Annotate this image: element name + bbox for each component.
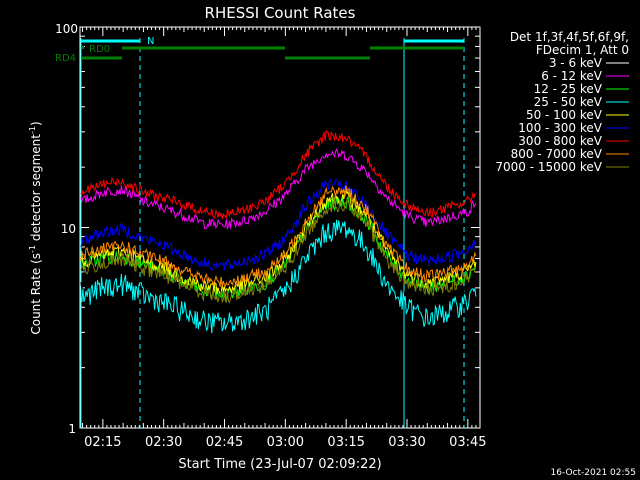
rd0-label: RD0	[89, 44, 110, 55]
series-line	[80, 219, 477, 334]
y-tick-label-100: 100	[55, 22, 78, 36]
legend-entry-label: 300 - 800 keV	[518, 134, 602, 148]
legend-entry-label: 25 - 50 keV	[534, 95, 603, 109]
x-axis-label: Start Time (23-Jul-07 02:09:22)	[178, 457, 381, 472]
x-tick-label: 03:00	[267, 435, 304, 450]
legend-entry-label: 100 - 300 keV	[518, 121, 602, 135]
x-tick-label: 03:45	[449, 435, 486, 450]
x-tick-label: 02:30	[145, 435, 182, 450]
x-tick-label: 02:15	[84, 435, 121, 450]
x-tick-label: 02:45	[206, 435, 243, 450]
n-label: N	[147, 36, 154, 47]
x-tick-label: 03:15	[327, 435, 364, 450]
series-line	[80, 211, 477, 334]
legend-entry-label: 50 - 100 keV	[526, 108, 603, 122]
legend-entry-label: 3 - 6 keV	[549, 56, 603, 70]
y-tick-label-1: 1	[68, 422, 76, 436]
rd0-marker	[81, 46, 84, 49]
legend-entry-label: 7000 - 15000 keV	[495, 160, 602, 174]
legend-header-2: FDecim 1, Att 0	[536, 43, 629, 57]
timestamp: 16-Oct-2021 02:55	[551, 468, 636, 478]
green-bars	[81, 46, 464, 60]
x-ticks: 02:15 02:30 02:45 03:00 03:15 03:30 03:45	[82, 27, 487, 450]
series-layer	[80, 130, 477, 334]
y-axis-label: Count Rate (s-1 detector segment-1)	[28, 121, 43, 334]
series-line	[80, 190, 477, 296]
legend-entry-label: 800 - 7000 keV	[511, 147, 603, 161]
series-line	[80, 198, 476, 304]
rd4-label: RD4	[55, 53, 76, 64]
legend-entry-label: 12 - 25 keV	[534, 82, 603, 96]
x-tick-label: 03:30	[388, 435, 425, 450]
cyan-markers	[80, 38, 465, 428]
series-line	[80, 185, 477, 288]
chart-title: RHESSI Count Rates	[205, 4, 356, 22]
legend-header-1: Det 1f,3f,4f,5f,6f,9f,	[510, 30, 629, 44]
legend-entry-label: 6 - 12 keV	[541, 69, 603, 83]
series-line	[80, 130, 477, 220]
series-line	[80, 178, 477, 272]
y-tick-label-10: 10	[61, 222, 76, 236]
series-line	[80, 148, 477, 230]
